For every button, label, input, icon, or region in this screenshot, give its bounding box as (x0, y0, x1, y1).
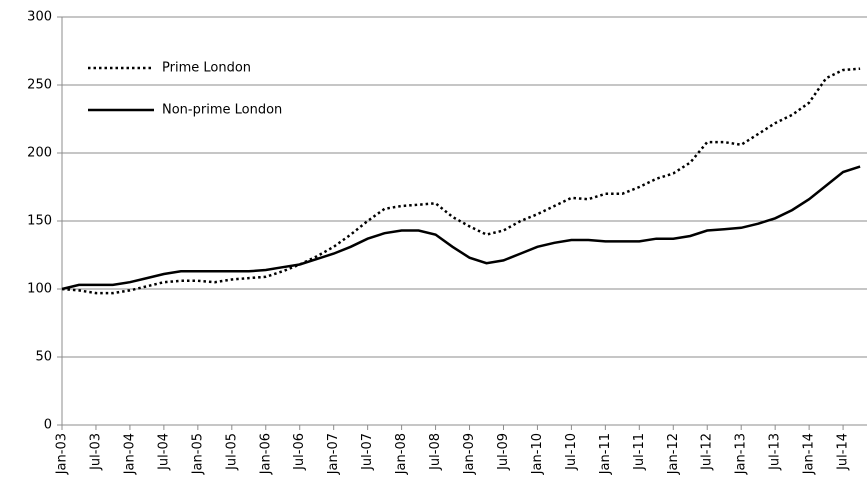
x-tick-label: Jan-14 (802, 433, 817, 475)
x-tick-label: Jul-10 (564, 433, 579, 471)
x-tick-label: Jul-03 (88, 433, 103, 471)
x-tick-label: Jul-11 (632, 433, 647, 471)
x-tick-label: Jan-12 (666, 433, 681, 475)
series-line (61, 165, 861, 291)
x-tick-label: Jan-04 (122, 433, 137, 475)
y-tick-label: 250 (27, 78, 52, 93)
x-tick-label: Jul-13 (768, 433, 783, 471)
x-tick-label: Jan-13 (734, 433, 749, 475)
x-tick-label: Jul-06 (292, 433, 307, 471)
y-tick-label: 200 (27, 146, 52, 161)
series-line (61, 67, 861, 295)
x-tick-label: Jul-07 (360, 433, 375, 471)
x-tick-label: Jan-07 (326, 433, 341, 475)
x-tick-label: Jan-08 (394, 433, 409, 475)
y-tick-label: 100 (27, 282, 52, 297)
x-tick-label: Jul-14 (836, 433, 851, 471)
x-tick-label: Jul-08 (428, 433, 443, 471)
x-tick-label: Jul-12 (700, 433, 715, 471)
x-tick-label: Jan-11 (598, 433, 613, 475)
y-tick-label: 150 (27, 214, 52, 229)
legend-label: Prime London (162, 61, 251, 76)
x-tick-label: Jan-09 (462, 433, 477, 475)
x-tick-label: Jul-09 (496, 433, 511, 471)
x-tick-label: Jan-03 (55, 433, 70, 475)
y-tick-label: 300 (27, 10, 52, 25)
x-tick-label: Jan-10 (530, 433, 545, 475)
x-tick-label: Jul-04 (156, 433, 171, 471)
x-tick-label: Jul-05 (224, 433, 239, 471)
y-tick-label: 50 (35, 350, 52, 365)
y-tick-label: 0 (44, 418, 52, 433)
legend-label: Non-prime London (162, 103, 282, 118)
x-tick-label: Jan-05 (190, 433, 205, 475)
x-tick-label: Jan-06 (258, 433, 273, 475)
